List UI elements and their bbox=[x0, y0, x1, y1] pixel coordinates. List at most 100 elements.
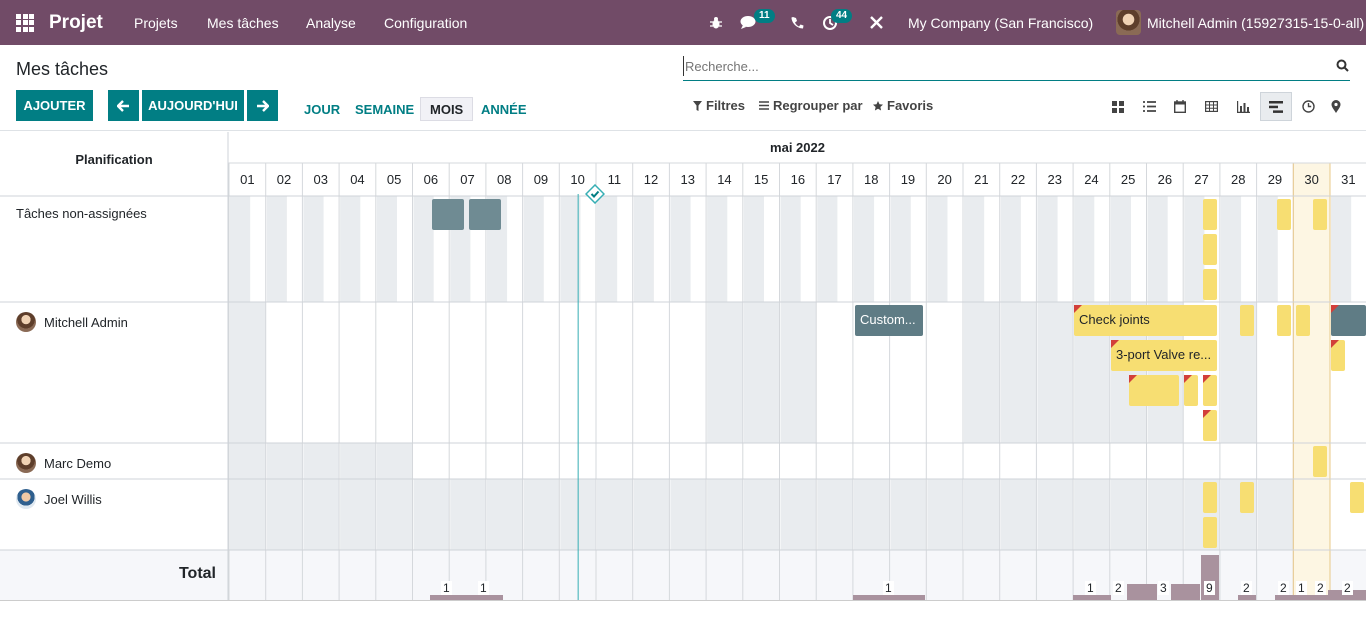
task-pill[interactable] bbox=[1313, 199, 1327, 230]
task-pill[interactable] bbox=[1184, 375, 1198, 406]
deadline-flag bbox=[1203, 375, 1211, 383]
task-title: 3-port Valve re... bbox=[1116, 347, 1212, 362]
day-label: 07 bbox=[460, 172, 475, 187]
unavailable-cell bbox=[707, 302, 743, 443]
task-pill[interactable] bbox=[1203, 234, 1217, 265]
chat-icon[interactable] bbox=[740, 0, 757, 45]
day-label: 22 bbox=[1010, 172, 1026, 187]
day-label: 04 bbox=[350, 172, 365, 187]
task-pill[interactable] bbox=[1203, 269, 1217, 300]
groupby-button[interactable]: Regrouper par bbox=[759, 98, 863, 113]
next-button[interactable] bbox=[247, 90, 278, 121]
total-bar bbox=[1171, 584, 1200, 600]
unavailable-cell bbox=[560, 196, 581, 302]
unavailable-cell bbox=[1074, 196, 1095, 302]
task-pill[interactable] bbox=[1203, 375, 1217, 406]
day-label: 28 bbox=[1231, 172, 1246, 187]
day-label: 14 bbox=[717, 172, 732, 187]
unavailable-cell bbox=[1184, 196, 1205, 302]
task-pill[interactable] bbox=[1313, 446, 1327, 477]
task-pill[interactable] bbox=[1331, 340, 1345, 371]
task-pill[interactable] bbox=[432, 199, 464, 230]
kanban-view-icon[interactable] bbox=[1102, 92, 1134, 121]
graph-view-icon[interactable] bbox=[1227, 92, 1259, 121]
debug-tools-icon[interactable] bbox=[869, 0, 884, 45]
day-label: 21 bbox=[974, 172, 989, 187]
unavailable-cell bbox=[413, 196, 434, 302]
unavailable-cell bbox=[890, 479, 927, 550]
menu-projets[interactable]: Projets bbox=[134, 14, 178, 31]
task-pill[interactable] bbox=[1296, 305, 1310, 336]
today-button[interactable]: AUJOURD'HUI bbox=[142, 90, 244, 121]
task-pill[interactable] bbox=[1240, 482, 1254, 513]
company-switcher[interactable]: My Company (San Francisco) bbox=[908, 14, 1094, 31]
app-brand[interactable]: Projet bbox=[49, 11, 103, 33]
task-pill[interactable] bbox=[1331, 305, 1366, 336]
task-pill[interactable] bbox=[1203, 410, 1217, 441]
day-label: 12 bbox=[643, 172, 659, 187]
task-pill[interactable] bbox=[1350, 482, 1364, 513]
total-bar bbox=[1275, 595, 1366, 600]
add-button[interactable]: AJOUTER bbox=[16, 90, 93, 121]
task-pill[interactable] bbox=[1277, 305, 1291, 336]
activity-view-icon[interactable] bbox=[1292, 92, 1324, 121]
unavailable-cell bbox=[597, 196, 618, 302]
unavailable-cell bbox=[1000, 196, 1021, 302]
user-avatar[interactable] bbox=[1116, 0, 1141, 45]
unavailable-cell bbox=[340, 443, 376, 479]
scale-day[interactable]: JOUR bbox=[304, 101, 341, 117]
app-menu-icon[interactable] bbox=[16, 0, 34, 45]
gantt-view-icon[interactable] bbox=[1260, 92, 1292, 121]
arrow-right-icon bbox=[257, 99, 269, 112]
menu-configuration[interactable]: Configuration bbox=[384, 14, 468, 31]
unavailable-cell bbox=[964, 302, 1000, 443]
prev-button[interactable] bbox=[108, 90, 139, 121]
filters-button[interactable]: Filtres bbox=[693, 98, 745, 113]
user-menu[interactable]: Mitchell Admin (15927315-15-0-all) bbox=[1147, 14, 1365, 31]
unavailable-cell bbox=[633, 196, 654, 302]
unavailable-cell bbox=[523, 196, 544, 302]
task-pill-check-joints[interactable]: Check joints bbox=[1074, 305, 1217, 336]
scale-week[interactable]: SEMAINE bbox=[355, 101, 415, 117]
day-label: 10 bbox=[570, 172, 585, 187]
task-pill[interactable] bbox=[1203, 199, 1217, 230]
avatar bbox=[16, 453, 36, 473]
deadline-flag bbox=[1111, 340, 1119, 348]
star-icon bbox=[873, 100, 883, 110]
now-marker-icon bbox=[584, 183, 606, 205]
map-view-icon[interactable] bbox=[1320, 92, 1352, 121]
scale-month[interactable]: MOIS bbox=[420, 97, 474, 121]
bug-icon[interactable] bbox=[709, 0, 723, 45]
filters-label: Filtres bbox=[706, 98, 746, 113]
day-label: 15 bbox=[753, 172, 769, 187]
task-pill[interactable] bbox=[1129, 375, 1179, 406]
month-header: mai 2022 bbox=[770, 140, 825, 155]
phone-icon[interactable] bbox=[791, 0, 804, 45]
unavailable-cell bbox=[780, 196, 801, 302]
pivot-view-icon[interactable] bbox=[1195, 92, 1227, 121]
scale-year[interactable]: ANNÉE bbox=[481, 101, 527, 117]
unavailable-cell bbox=[1110, 196, 1131, 302]
task-pill[interactable] bbox=[1203, 517, 1217, 548]
task-pill-customer[interactable]: Custom... bbox=[855, 305, 923, 336]
task-pill[interactable] bbox=[1240, 305, 1254, 336]
unavailable-cell bbox=[303, 196, 324, 302]
favorites-label: Favoris bbox=[887, 98, 934, 113]
search-icon[interactable] bbox=[1336, 59, 1349, 72]
task-pill[interactable] bbox=[1277, 199, 1291, 230]
unavailable-cell bbox=[817, 196, 838, 302]
search-input[interactable] bbox=[683, 56, 1303, 76]
day-label: 01 bbox=[240, 172, 255, 187]
menu-analyse[interactable]: Analyse bbox=[306, 14, 356, 31]
favorites-button[interactable]: Favoris bbox=[873, 98, 933, 113]
list-view-icon[interactable] bbox=[1133, 92, 1165, 121]
menu-mes-taches[interactable]: Mes tâches bbox=[207, 14, 279, 31]
task-pill-valve[interactable]: 3-port Valve re... bbox=[1111, 340, 1217, 371]
task-pill[interactable] bbox=[469, 199, 501, 230]
total-count: 1 bbox=[478, 581, 489, 595]
total-label: Total bbox=[178, 565, 216, 582]
unavailable-cell bbox=[1257, 479, 1294, 550]
task-pill[interactable] bbox=[1203, 482, 1217, 513]
task-title: Custom... bbox=[860, 312, 916, 327]
calendar-view-icon[interactable] bbox=[1164, 92, 1196, 121]
